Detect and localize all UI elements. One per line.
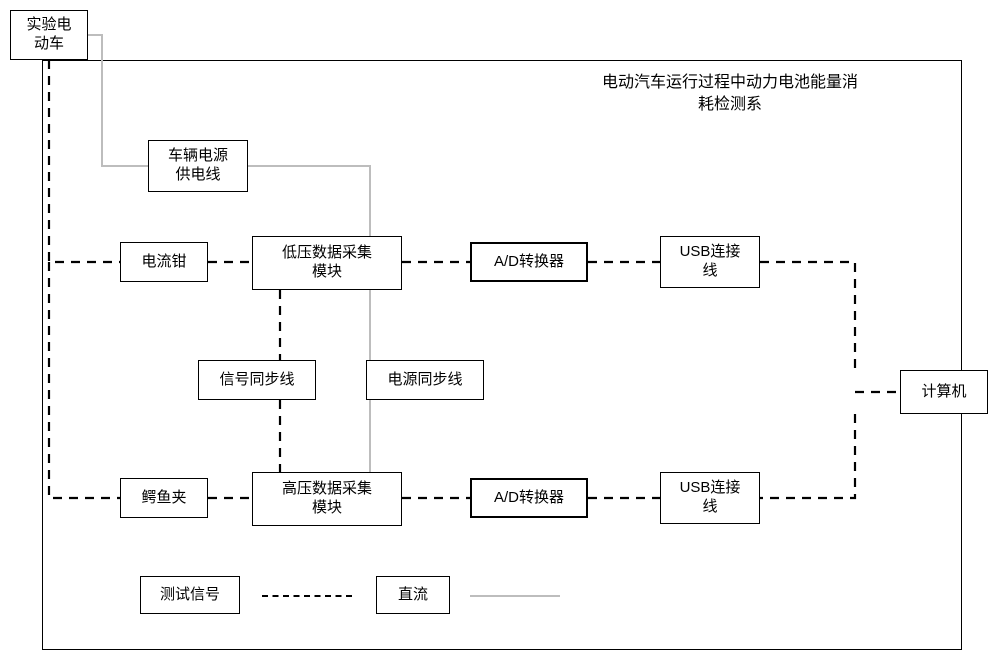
node-croc_clip-label: 鳄鱼夹 (141, 489, 186, 508)
node-lv_module: 低压数据采集模块 (252, 236, 402, 290)
node-adc2: A/D转换器 (470, 478, 588, 518)
node-computer: 计算机 (900, 370, 988, 414)
legend-solid-line (470, 595, 560, 597)
node-hv_module-label: 高压数据采集模块 (282, 480, 372, 518)
node-pwr_sync: 电源同步线 (366, 360, 484, 400)
node-pwr_sync-label: 电源同步线 (387, 371, 462, 390)
node-adc2-label: A/D转换器 (494, 489, 564, 508)
legend-dashed-line (262, 595, 352, 597)
node-computer-label: 计算机 (921, 383, 966, 402)
node-clamp: 电流钳 (120, 242, 208, 282)
node-clamp-label: 电流钳 (141, 253, 186, 272)
node-exp_car-label: 实验电动车 (26, 16, 71, 54)
node-usb1-label: USB连接线 (680, 243, 741, 281)
node-sig_sync: 信号同步线 (198, 360, 316, 400)
node-usb2-label: USB连接线 (680, 479, 741, 517)
node-usb1: USB连接线 (660, 236, 760, 288)
node-sig_sync-label: 信号同步线 (219, 371, 294, 390)
node-usb2: USB连接线 (660, 472, 760, 524)
node-croc_clip: 鳄鱼夹 (120, 478, 208, 518)
node-legend_dc: 直流 (376, 576, 450, 614)
node-legend_sig: 测试信号 (140, 576, 240, 614)
system-title: 电动汽车运行过程中动力电池能量消 耗检测系 (520, 72, 940, 115)
node-legend_dc-label: 直流 (398, 586, 428, 605)
node-exp_car: 实验电动车 (10, 10, 88, 60)
node-power_line-label: 车辆电源供电线 (168, 147, 228, 185)
node-adc1-label: A/D转换器 (494, 253, 564, 272)
node-lv_module-label: 低压数据采集模块 (282, 244, 372, 282)
system-title-line1: 电动汽车运行过程中动力电池能量消 (602, 74, 858, 91)
node-adc1: A/D转换器 (470, 242, 588, 282)
node-legend_sig-label: 测试信号 (160, 586, 220, 605)
node-power_line: 车辆电源供电线 (148, 140, 248, 192)
system-title-line2: 耗检测系 (698, 96, 762, 113)
node-hv_module: 高压数据采集模块 (252, 472, 402, 526)
